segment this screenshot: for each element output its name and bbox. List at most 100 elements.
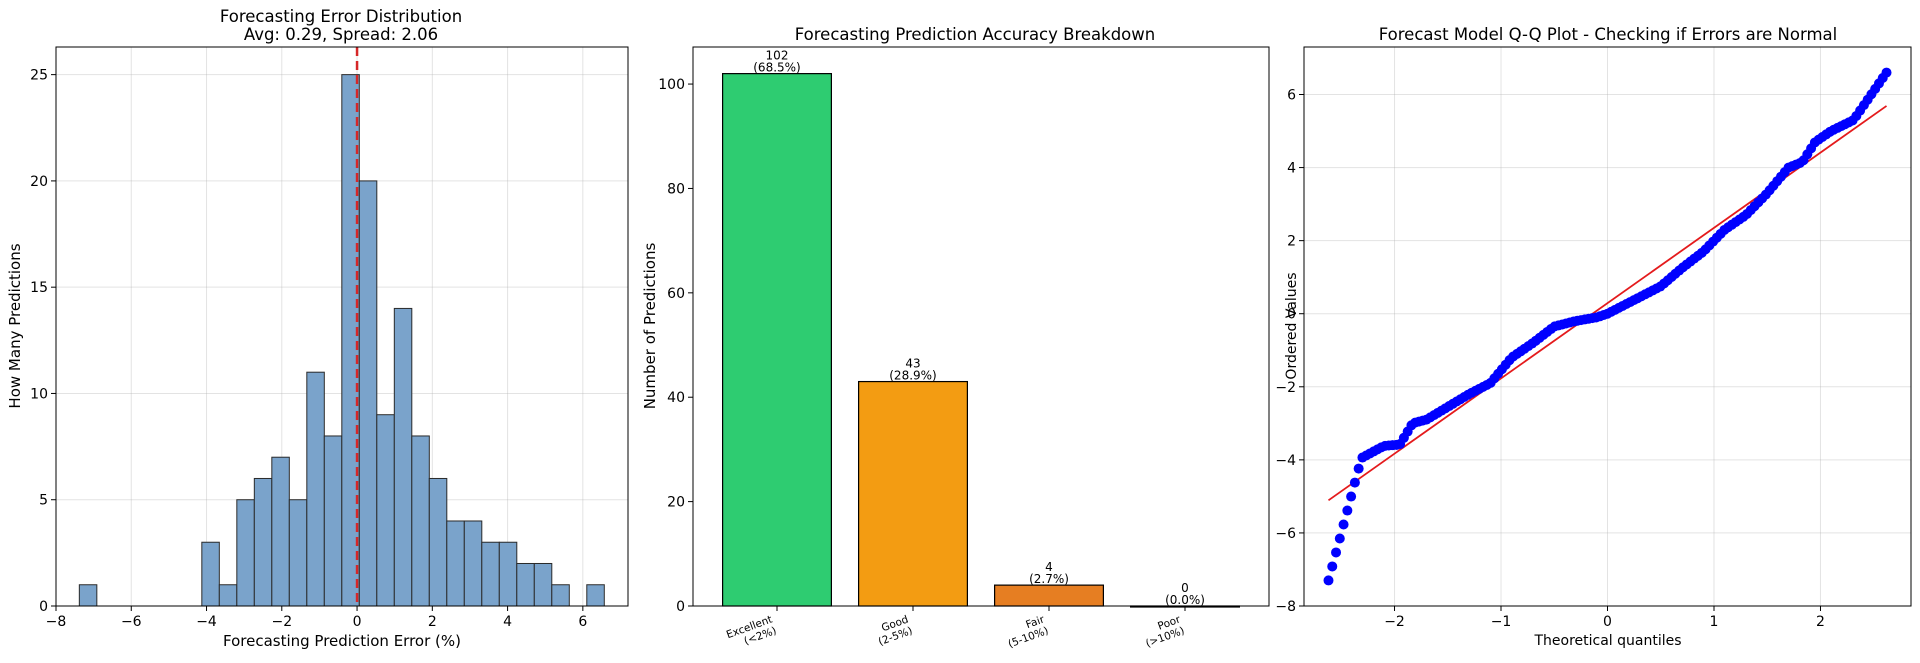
accuracy-bar-panel: Forecasting Prediction Accuracy Breakdow… bbox=[641, 25, 1270, 653]
histogram-xtick-label: 4 bbox=[503, 614, 512, 630]
bar-ytick-label: 20 bbox=[667, 495, 685, 511]
qq-ytick-label: −6 bbox=[1275, 526, 1296, 542]
qq-ytick-label: 4 bbox=[1287, 161, 1296, 177]
bar-value-label: 4 bbox=[1045, 560, 1053, 574]
bar-value-label: 0 bbox=[1181, 581, 1189, 595]
histogram-ytick-label: 15 bbox=[30, 280, 48, 296]
histogram-bar bbox=[481, 541, 500, 607]
bar-category-label: Excellent(<2%) bbox=[725, 614, 778, 653]
histogram-bar bbox=[428, 477, 448, 607]
bar-value-label: 102 bbox=[766, 49, 789, 63]
histogram-bar bbox=[533, 562, 553, 607]
qq-xtick-label: 2 bbox=[1816, 614, 1825, 630]
bar-ytick-label: 100 bbox=[658, 77, 685, 93]
bar-ytick-label: 60 bbox=[667, 286, 685, 302]
histogram-bar bbox=[358, 180, 378, 607]
bar-value-label: 43 bbox=[905, 357, 920, 371]
qq-point bbox=[1331, 547, 1342, 558]
histogram-bar bbox=[463, 520, 483, 607]
histogram-xtick-label: −4 bbox=[196, 614, 217, 630]
accuracy-bars: 102(68.5%) 43(28.9%) 4(2.7%) 0(0.0%) bbox=[721, 49, 1240, 608]
bar-percent-label: (28.9%) bbox=[889, 369, 936, 383]
qq-ytick-label: 6 bbox=[1287, 87, 1296, 103]
histogram-ytick-label: 10 bbox=[30, 386, 48, 402]
histogram-xtick-label: 0 bbox=[353, 614, 362, 630]
bar-category-label: Poor(>10%) bbox=[1140, 613, 1187, 650]
qq-point bbox=[1881, 67, 1892, 78]
qq-point bbox=[1342, 505, 1353, 516]
histogram-bar bbox=[253, 477, 273, 607]
bar-ytick-label: 40 bbox=[667, 390, 685, 406]
qq-xtick-label: −1 bbox=[1491, 614, 1512, 630]
histogram-ytick-label: 25 bbox=[30, 68, 48, 84]
qq-point bbox=[1323, 575, 1334, 586]
histogram-ytick-label: 0 bbox=[39, 599, 48, 615]
histogram-bars bbox=[78, 74, 605, 607]
accuracy-bar bbox=[993, 584, 1104, 607]
qq-xtick-label: 1 bbox=[1710, 614, 1719, 630]
histogram-subtitle: Avg: 0.29, Spread: 2.06 bbox=[244, 25, 438, 44]
histogram-bar bbox=[78, 584, 98, 607]
histogram-bar bbox=[516, 562, 535, 607]
bar-chart-title: Forecasting Prediction Accuracy Breakdow… bbox=[795, 25, 1155, 44]
qq-point bbox=[1349, 477, 1360, 488]
bar-ylabel: Number of Predictions bbox=[641, 243, 659, 410]
histogram-bar bbox=[201, 541, 220, 607]
histogram-xlabel: Forecasting Prediction Error (%) bbox=[223, 632, 461, 650]
histogram-bar bbox=[376, 414, 395, 607]
bar-percent-label: (2.7%) bbox=[1029, 572, 1069, 586]
qq-point bbox=[1327, 561, 1338, 572]
histogram-bar bbox=[218, 584, 238, 607]
histogram-xtick-label: −6 bbox=[121, 614, 142, 630]
accuracy-bar bbox=[857, 380, 968, 607]
histogram-xtick-label: −2 bbox=[271, 614, 292, 630]
histogram-bar bbox=[288, 499, 308, 607]
bar-ytick-label: 80 bbox=[667, 181, 685, 197]
histogram-ylabel: How Many Predictions bbox=[6, 243, 24, 408]
qq-title: Forecast Model Q-Q Plot - Checking if Er… bbox=[1379, 25, 1837, 44]
bar-percent-label: (68.5%) bbox=[753, 61, 800, 75]
histogram-bar bbox=[411, 435, 430, 607]
bar-percent-label: (0.0%) bbox=[1165, 593, 1205, 607]
bar-ytick-label: 0 bbox=[676, 599, 685, 615]
histogram-ytick-label: 5 bbox=[39, 493, 48, 509]
histogram-axes-frame bbox=[55, 46, 629, 607]
qq-ytick-label: −8 bbox=[1275, 599, 1296, 615]
histogram-bar bbox=[236, 499, 255, 607]
qq-xlabel: Theoretical quantiles bbox=[1533, 633, 1681, 649]
histogram-bar bbox=[586, 584, 605, 607]
histogram-xtick-label: 6 bbox=[578, 614, 587, 630]
histogram-ytick-label: 20 bbox=[30, 174, 48, 190]
histogram-bar bbox=[306, 371, 325, 607]
qq-point bbox=[1353, 463, 1364, 474]
qq-plot-panel: Forecast Model Q-Q Plot - Checking if Er… bbox=[1275, 25, 1912, 649]
qq-points bbox=[1323, 67, 1892, 586]
histogram-bar bbox=[498, 541, 518, 607]
qq-xtick-label: −2 bbox=[1384, 614, 1405, 630]
qq-ytick-label: −2 bbox=[1275, 380, 1296, 396]
qq-fit-line bbox=[1327, 105, 1888, 502]
accuracy-bar bbox=[721, 73, 832, 607]
histogram-xtick-label: −8 bbox=[46, 614, 67, 630]
qq-ticks: −2 −1 0 1 2 −8 −6 −4 −2 0 2 4 6 bbox=[1275, 87, 1825, 630]
histogram-panel: Forecasting Error Distribution Avg: 0.29… bbox=[6, 7, 629, 650]
histogram-bar bbox=[271, 456, 290, 607]
qq-ytick-label: 2 bbox=[1287, 234, 1296, 250]
qq-grid bbox=[1304, 47, 1911, 607]
bar-category-label: Fair(5-10%) bbox=[1002, 613, 1050, 650]
qq-ytick-label: 0 bbox=[1287, 307, 1296, 323]
qq-point bbox=[1334, 533, 1345, 544]
bar-category-label: Good(2-5%) bbox=[873, 614, 914, 649]
qq-xtick-label: 0 bbox=[1603, 614, 1612, 630]
histogram-bar bbox=[446, 520, 465, 607]
qq-ytick-label: −4 bbox=[1275, 453, 1296, 469]
histogram-bar bbox=[551, 584, 570, 607]
histogram-bar bbox=[393, 307, 413, 607]
qq-point bbox=[1338, 519, 1349, 530]
histogram-ticks: −8 −6 −4 −2 0 2 4 6 0 5 10 15 20 25 bbox=[30, 68, 587, 630]
histogram-xtick-label: 2 bbox=[428, 614, 437, 630]
qq-point bbox=[1346, 491, 1357, 502]
histogram-bar bbox=[323, 435, 343, 607]
bar-axes-frame bbox=[692, 46, 1270, 607]
